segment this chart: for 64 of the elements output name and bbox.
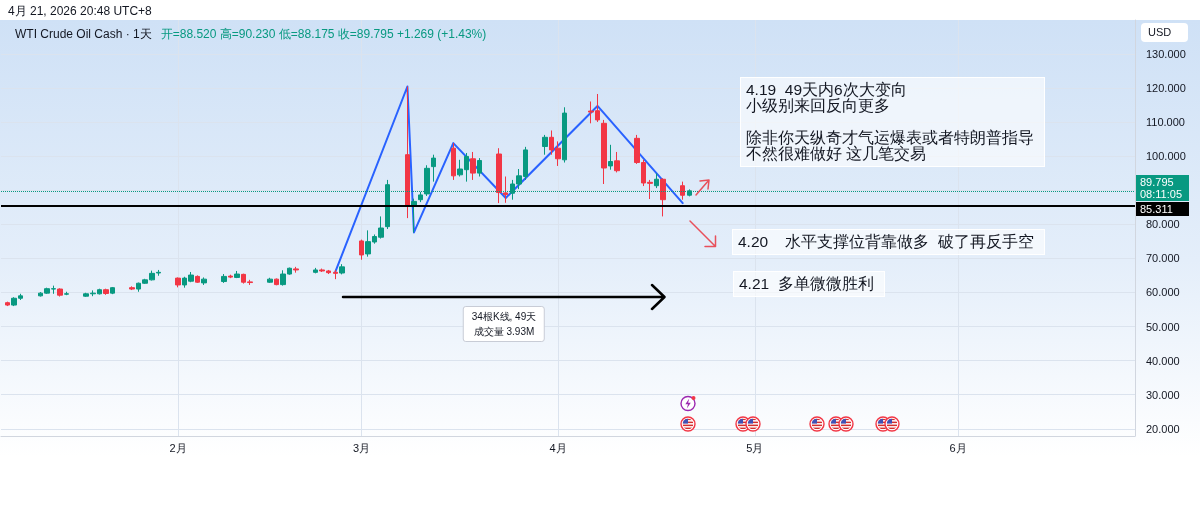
candlestick	[660, 177, 666, 217]
candlestick	[293, 266, 299, 274]
candlestick	[562, 106, 567, 164]
candlestick	[601, 119, 607, 185]
candlestick	[542, 134, 548, 156]
candlestick	[654, 172, 659, 189]
candlestick	[228, 274, 233, 279]
text: WTI Crude Oil Cash · 1天	[15, 27, 152, 41]
x-tick-label: 2月	[169, 441, 187, 454]
x-tick-label: 6月	[949, 441, 967, 454]
candlestick	[608, 144, 613, 171]
y-tick-label: 70.000	[1146, 252, 1180, 265]
annotation: 不然很难做好 这几笔交易	[746, 145, 927, 162]
candlestick	[339, 263, 345, 275]
y-tick-label: 100.000	[1146, 150, 1186, 163]
candlestick	[64, 291, 69, 296]
x-tick-label: 3月	[352, 441, 371, 454]
candlestick	[274, 277, 279, 286]
annotation: 4.21 多单微微胜利	[739, 275, 874, 292]
candlestick	[313, 267, 318, 274]
candlestick	[431, 154, 436, 183]
text: 开=88.520 高=90.230 低=88.175 收=89.795 +1.269 (+1.43%)	[160, 27, 487, 41]
candlestick	[333, 269, 338, 280]
y-tick-label: 120.000	[1146, 81, 1186, 94]
candlestick	[411, 198, 417, 233]
candlestick	[221, 273, 227, 284]
y-tick-label: 130.000	[1146, 47, 1186, 60]
annotation: 4.19 49天内6次大变向	[746, 81, 908, 98]
candlestick	[234, 270, 240, 279]
candlestick	[103, 288, 109, 296]
y-tick-label: 40.000	[1146, 354, 1180, 367]
candlestick	[129, 285, 135, 291]
y-tick-label: 80.000	[1146, 218, 1180, 231]
y-tick-label: 30.000	[1146, 388, 1180, 401]
annotation: 成交量 3.93M	[472, 325, 536, 339]
x-tick-label: 4月	[549, 441, 567, 454]
candlestick	[359, 239, 364, 261]
candlestick	[614, 151, 620, 173]
ref-line-label: 89.795 08:11:05	[1136, 174, 1189, 201]
candlestick	[477, 157, 482, 178]
candlestick	[470, 151, 476, 181]
annotation: 34根K线, 49天	[471, 310, 537, 324]
annotation: 4.20 水平支撑位背靠做多 破了再反手空	[738, 233, 1035, 250]
candlestick	[680, 181, 685, 201]
annotation: 小级别来回反向更多	[746, 97, 891, 114]
candlestick	[195, 274, 200, 284]
y-tick-label: 20.000	[1146, 422, 1180, 435]
line-series	[334, 85, 684, 273]
candlestick	[57, 287, 63, 298]
candlestick	[201, 276, 207, 286]
annotation: 除非你天纵奇才气运爆表或者特朗普指导	[746, 129, 1034, 146]
candlestick	[5, 301, 10, 307]
candlestick	[451, 142, 456, 181]
candlestick	[405, 85, 410, 219]
y-tick-label: 50.000	[1146, 320, 1180, 333]
ref-line-label: 85.311	[1136, 201, 1189, 216]
y-tick-label: 110.000	[1146, 115, 1185, 128]
y-axis-title: USD	[1141, 23, 1188, 42]
candlestick	[110, 286, 115, 295]
y-tick-label: 60.000	[1146, 286, 1180, 299]
candlestick	[175, 276, 181, 288]
text: 4月 21, 2026 20:48 UTC+8	[8, 4, 152, 18]
x-tick-label: 5月	[746, 441, 764, 454]
candlestick	[267, 277, 273, 284]
